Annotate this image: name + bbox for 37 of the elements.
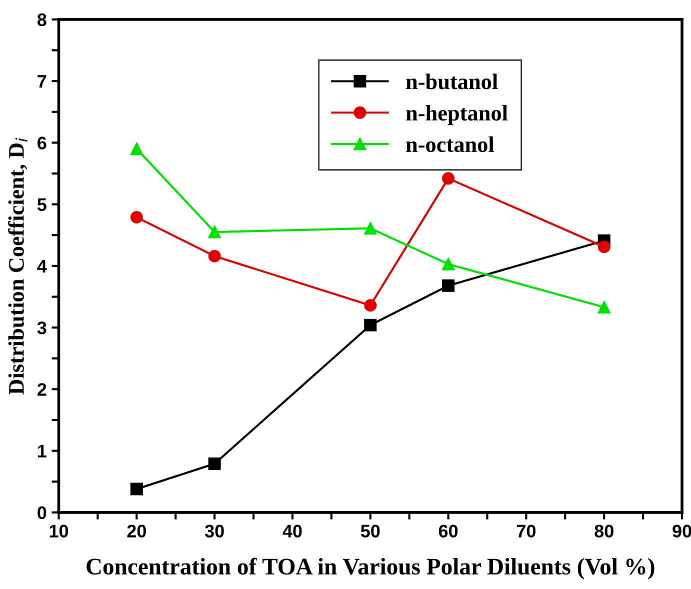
point xyxy=(208,457,221,470)
x-tick-label: 40 xyxy=(282,524,302,538)
y-tick-label: 1 xyxy=(38,444,46,458)
y-tick-label: 3 xyxy=(37,321,46,334)
point xyxy=(364,318,377,332)
y-tick-label: 8 xyxy=(37,13,46,26)
x-tick-label: 90 xyxy=(672,524,691,538)
point xyxy=(130,482,143,496)
x-tick-label: 60 xyxy=(438,524,458,538)
x-tick-label: 30 xyxy=(204,524,224,538)
x-tick-label: 10 xyxy=(50,524,68,538)
point xyxy=(442,279,455,292)
legend-label: n-octanol xyxy=(406,136,494,152)
point xyxy=(364,222,377,235)
x-tick-label: 80 xyxy=(594,524,614,538)
point xyxy=(130,211,143,224)
point xyxy=(364,299,377,312)
x-tick-label: 20 xyxy=(127,524,146,538)
y-axis-title: Distribution Coefficient, D$_{i}$ xyxy=(8,138,28,394)
y-tick-label: 6 xyxy=(38,136,46,150)
point xyxy=(598,300,610,314)
point xyxy=(130,142,143,156)
point xyxy=(598,240,610,254)
point xyxy=(442,172,455,185)
x-tick-label: 50 xyxy=(360,524,380,538)
y-tick-label: 7 xyxy=(38,75,46,88)
legend-label: n-butanol xyxy=(406,74,498,90)
y-tick-label: 2 xyxy=(38,383,46,396)
point xyxy=(442,258,455,270)
y-tick-label: 5 xyxy=(37,198,46,212)
point xyxy=(208,226,221,238)
point xyxy=(208,250,221,262)
x-axis-title: Concentration of TOA in Various Polar Diluents (Vol %) xyxy=(86,558,654,580)
y-tick-label: 4 xyxy=(37,260,47,272)
y-tick-label: 0 xyxy=(38,506,46,520)
legend-label: n-heptanol xyxy=(406,104,508,126)
x-tick-label: 70 xyxy=(516,524,536,538)
